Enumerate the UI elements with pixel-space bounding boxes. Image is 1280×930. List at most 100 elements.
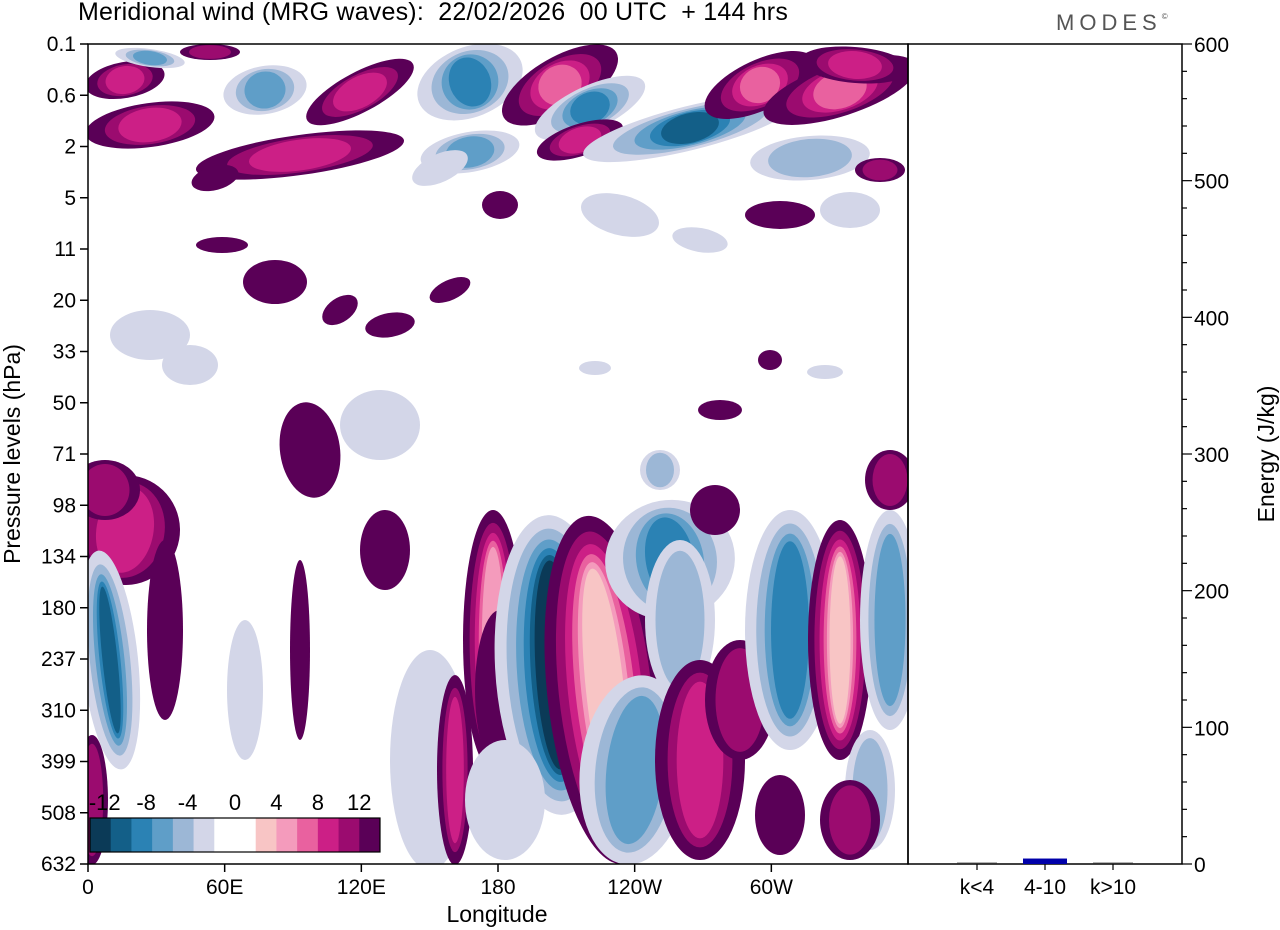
colorbar-swatch: [276, 818, 298, 852]
positive-contour: [690, 485, 740, 535]
positive-contour: [118, 107, 182, 143]
negative-contour: [340, 390, 420, 460]
energy-tick-label: 200: [1194, 581, 1229, 604]
energy-bars: [957, 858, 1133, 864]
positive-contour: [191, 164, 239, 192]
pressure-tick-label: 50: [53, 392, 76, 415]
positive-contour: [862, 159, 898, 181]
pressure-tick-label: 180: [41, 597, 76, 620]
pressure-tick-label: 237: [41, 648, 76, 671]
brand-mark: ©: [1161, 12, 1168, 21]
positive-contour: [88, 464, 130, 516]
pressure-tick-label: 2: [64, 136, 76, 159]
positive-contour: [829, 556, 851, 724]
colorbar-swatch: [90, 818, 112, 852]
negative-contour: [465, 740, 545, 860]
colorbar-swatch: [131, 818, 153, 852]
pressure-tick-label: 71: [53, 443, 76, 466]
energy-tick-label: 300: [1194, 444, 1229, 467]
pressure-tick-label: 0.6: [47, 84, 76, 107]
positive-contour: [365, 312, 415, 338]
colorbar-swatch: [214, 818, 236, 852]
colorbar-swatch: [172, 818, 195, 852]
energy-axis-title: Energy (J/kg): [1253, 386, 1279, 523]
colorbar-swatch: [297, 818, 319, 852]
pressure-tick-label: 0.1: [47, 33, 76, 56]
positive-contour: [739, 66, 781, 104]
positive-contour: [698, 400, 742, 420]
colorbar-swatch: [110, 818, 132, 852]
positive-contour: [196, 237, 248, 253]
positive-contour: [758, 350, 782, 370]
positive-contour: [482, 191, 518, 219]
negative-contour: [655, 550, 705, 690]
positive-contour: [279, 402, 341, 498]
positive-contour: [429, 277, 471, 303]
positive-contour: [290, 560, 310, 740]
negative-contour: [605, 695, 665, 845]
energy-plot-frame: [907, 43, 1183, 865]
longitude-tick-label: 60W: [750, 876, 793, 899]
pressure-tick-label: 33: [53, 341, 76, 364]
positive-contour: [322, 294, 358, 326]
colorbar-label: 8: [312, 790, 324, 815]
longitude-axis: 0 60E 120E 180 120W 60W: [82, 864, 793, 899]
negative-contour: [820, 192, 880, 228]
energy-tick-label: 500: [1194, 171, 1229, 194]
colorbar-frame: [89, 817, 381, 853]
pressure-tick-label: 310: [41, 699, 76, 722]
colorbar-swatch: [338, 818, 360, 852]
negative-contour: [110, 310, 190, 360]
brand-text: MODES: [1056, 10, 1162, 35]
negative-contour: [579, 361, 611, 375]
pressure-tick-label: 134: [41, 546, 76, 569]
negative-contour: [132, 50, 168, 66]
positive-contour: [829, 785, 871, 855]
energy-tick-label: 0: [1194, 854, 1206, 877]
negative-contour: [227, 620, 263, 760]
negative-contour: [646, 452, 674, 488]
energy-bar: [1093, 862, 1133, 864]
energy-bar: [957, 862, 997, 864]
energy-tick-label: 100: [1194, 717, 1229, 740]
pressure-tick-label: 632: [41, 853, 76, 876]
positive-contour: [147, 540, 183, 720]
energy-tick-label: 400: [1194, 307, 1229, 330]
chart-title: Meridional wind (MRG waves): 22/02/2026 …: [78, 0, 789, 26]
energy-category-label: k<4: [960, 876, 995, 899]
pressure-tick-label: 508: [41, 802, 76, 825]
positive-contour: [446, 696, 464, 844]
negative-contour: [581, 193, 659, 237]
colorbar-label: -12: [89, 790, 121, 815]
negative-contour: [162, 345, 218, 385]
longitude-tick-label: 120E: [337, 876, 386, 899]
energy-category-label: k>10: [1090, 876, 1136, 899]
modes-logo: MODES©: [1056, 10, 1168, 36]
positive-contour: [360, 510, 410, 590]
negative-contour: [874, 533, 906, 707]
pressure-tick-label: 98: [53, 494, 76, 517]
contour-field: [88, 44, 908, 864]
negative-contour: [661, 111, 719, 145]
pressure-axis-title: Pressure levels (hPa): [0, 344, 25, 564]
positive-contour: [745, 201, 815, 229]
positive-contour: [189, 45, 231, 59]
longitude-tick-label: 180: [480, 876, 515, 899]
positive-contour: [105, 65, 145, 95]
negative-contour: [448, 57, 492, 107]
colorbar: -12 -8 -4 0 4 8 12: [89, 790, 381, 853]
colorbar-label: 0: [229, 790, 241, 815]
negative-contour: [570, 91, 610, 125]
positive-contour: [828, 50, 882, 80]
positive-contour: [872, 454, 908, 506]
energy-tick-label: 600: [1194, 34, 1229, 57]
negative-contour: [672, 227, 728, 253]
negative-contour: [807, 365, 843, 379]
negative-contour: [244, 71, 286, 109]
energy-category-label: 4-10: [1024, 876, 1066, 899]
energy-axis: 0 100 200 300 400 500 600: [1182, 34, 1229, 877]
colorbar-swatch: [193, 818, 215, 852]
pressure-tick-label: 20: [53, 289, 76, 312]
positive-contour: [333, 72, 387, 112]
